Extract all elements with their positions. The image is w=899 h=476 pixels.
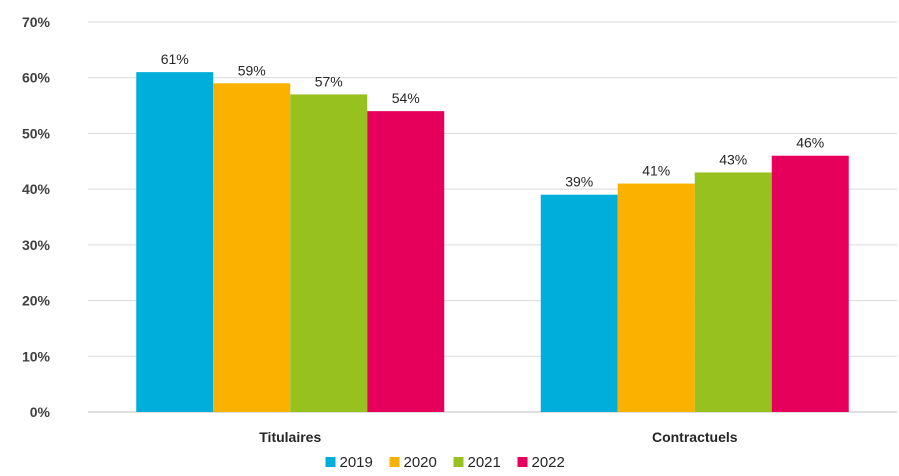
x-axis-category-labels: Titulaires Contractuels [259,429,737,445]
legend-label-2020: 2020 [404,454,437,471]
y-tick-label-50: 50% [22,125,51,141]
legend-swatch-2021 [453,457,464,467]
data-label-titulaires-2022: 54% [392,90,420,106]
bar-contractuels-2019 [540,194,618,412]
data-label-contractuels-2022: 46% [796,135,824,151]
data-label-titulaires-2021: 57% [315,73,343,89]
category-label-titulaires: Titulaires [259,429,321,445]
y-tick-label-0: 0% [30,404,51,420]
bar-contractuels-2020 [617,183,695,412]
category-label-contractuels: Contractuels [652,429,738,445]
bar-titulaires-2021 [290,94,368,412]
legend-label-2021: 2021 [468,454,501,471]
bar-titulaires-2019 [136,72,214,413]
bar-contractuels-2022 [771,155,849,412]
y-tick-label-10: 10% [22,348,51,364]
bars [136,72,849,413]
legend-label-2022: 2022 [532,454,565,471]
legend-swatch-2022 [517,457,528,467]
y-tick-label-20: 20% [22,293,51,309]
data-label-contractuels-2020: 41% [642,163,670,179]
y-tick-label-70: 70% [22,14,51,30]
legend-swatch-2020 [389,457,400,467]
bar-contractuels-2021 [694,172,772,412]
data-label-contractuels-2021: 43% [719,151,747,167]
y-tick-label-30: 30% [22,237,51,253]
legend: 2019 2020 2021 2022 [325,454,565,471]
y-tick-label-40: 40% [22,181,51,197]
data-label-contractuels-2019: 39% [565,174,593,190]
y-tick-label-60: 60% [22,70,51,86]
data-label-titulaires-2020: 59% [238,62,266,78]
data-label-titulaires-2019: 61% [161,51,189,67]
bar-titulaires-2022 [367,111,445,413]
legend-swatch-2019 [325,457,336,467]
data-labels: 61% 59% 57% 54% 39% 41% 43% 46% [161,51,825,190]
legend-label-2019: 2019 [340,454,373,471]
y-axis-tick-labels: 0% 10% 20% 30% 40% 50% 60% 70% [22,14,51,420]
bar-titulaires-2020 [213,83,291,413]
